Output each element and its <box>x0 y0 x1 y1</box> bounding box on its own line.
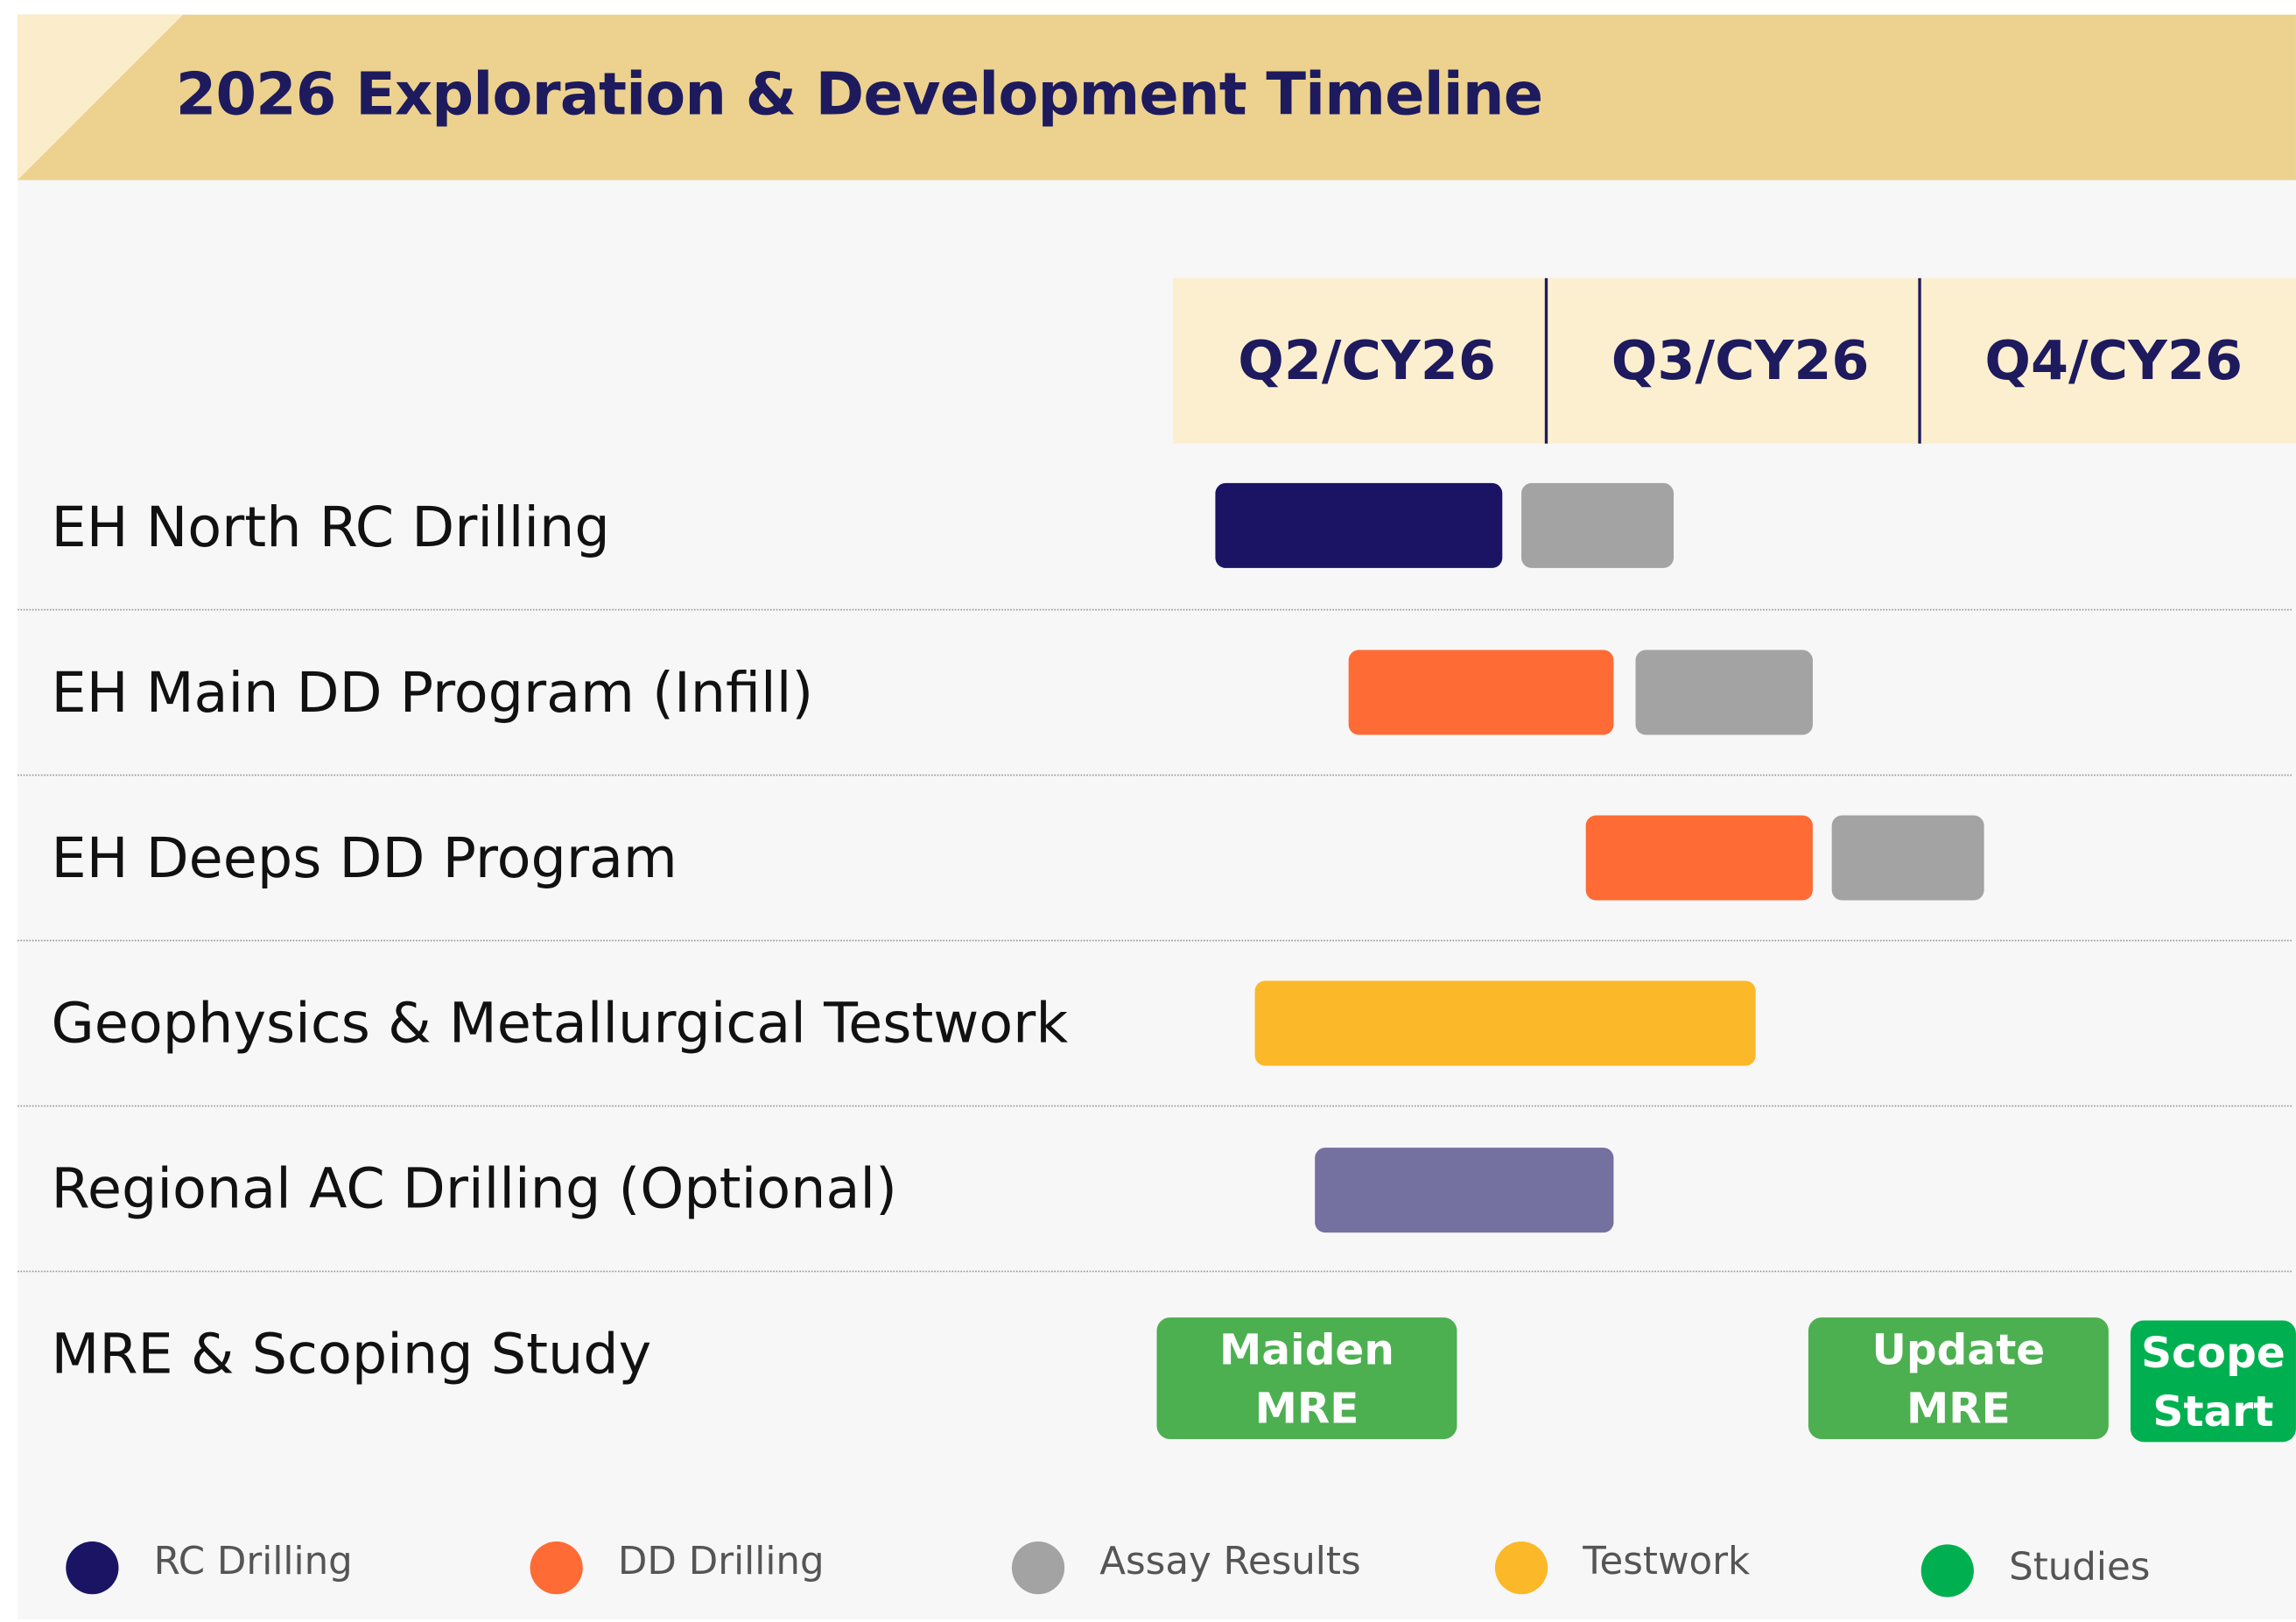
rc-bar <box>1215 482 1503 568</box>
dd-bar <box>1348 650 1614 735</box>
assay-bar <box>1521 482 1675 568</box>
header-band <box>18 14 2296 180</box>
assay-bar <box>1831 815 1984 901</box>
quarter-divider <box>1544 277 1548 444</box>
testwork-bar <box>1254 980 1756 1066</box>
row-separator <box>18 939 2292 942</box>
dd-bar <box>1585 815 1813 901</box>
legend-label: DD Drilling <box>617 1540 825 1584</box>
row-separator <box>18 608 2292 611</box>
assay-bar <box>1635 650 1813 735</box>
task-label: MRE & Scoping Study <box>51 1322 652 1387</box>
task-label: Geophysics & Metallurgical Testwork <box>51 991 1069 1056</box>
quarter-divider <box>1918 277 1921 444</box>
milestone: Maiden MRE <box>1156 1317 1457 1439</box>
quarter-label: Q3/CY26 <box>1611 329 1870 393</box>
task-label: Regional AC Drilling (Optional) <box>51 1156 897 1221</box>
row-separator <box>18 774 2292 776</box>
legend-swatch <box>1920 1544 1974 1597</box>
header-accent <box>18 14 184 180</box>
milestone: Update MRE <box>1808 1317 2109 1439</box>
title: 2026 Exploration & Development Timeline <box>175 61 1543 130</box>
legend-swatch <box>1011 1541 1065 1595</box>
legend-swatch <box>66 1541 119 1595</box>
quarter-label: Q2/CY26 <box>1238 329 1496 393</box>
task-label: EH Main DD Program (Infill) <box>51 660 814 725</box>
task-label: EH Deeps DD Program <box>51 825 678 890</box>
legend-label: Assay Results <box>1099 1540 1361 1584</box>
legend-swatch <box>1494 1541 1548 1595</box>
legend-swatch <box>530 1541 583 1595</box>
legend-label: Testwork <box>1583 1540 1751 1584</box>
milestone: Scope Start <box>2130 1320 2296 1443</box>
quarter-label: Q4/CY26 <box>1984 329 2243 393</box>
row-separator <box>18 1270 2292 1273</box>
task-label: EH North RC Drilling <box>51 495 610 559</box>
legend-label: Studies <box>2009 1546 2151 1590</box>
quarter-header <box>1172 277 2296 444</box>
row-separator <box>18 1105 2292 1107</box>
legend-label: RC Drilling <box>153 1540 353 1584</box>
ac-bar <box>1315 1148 1614 1233</box>
